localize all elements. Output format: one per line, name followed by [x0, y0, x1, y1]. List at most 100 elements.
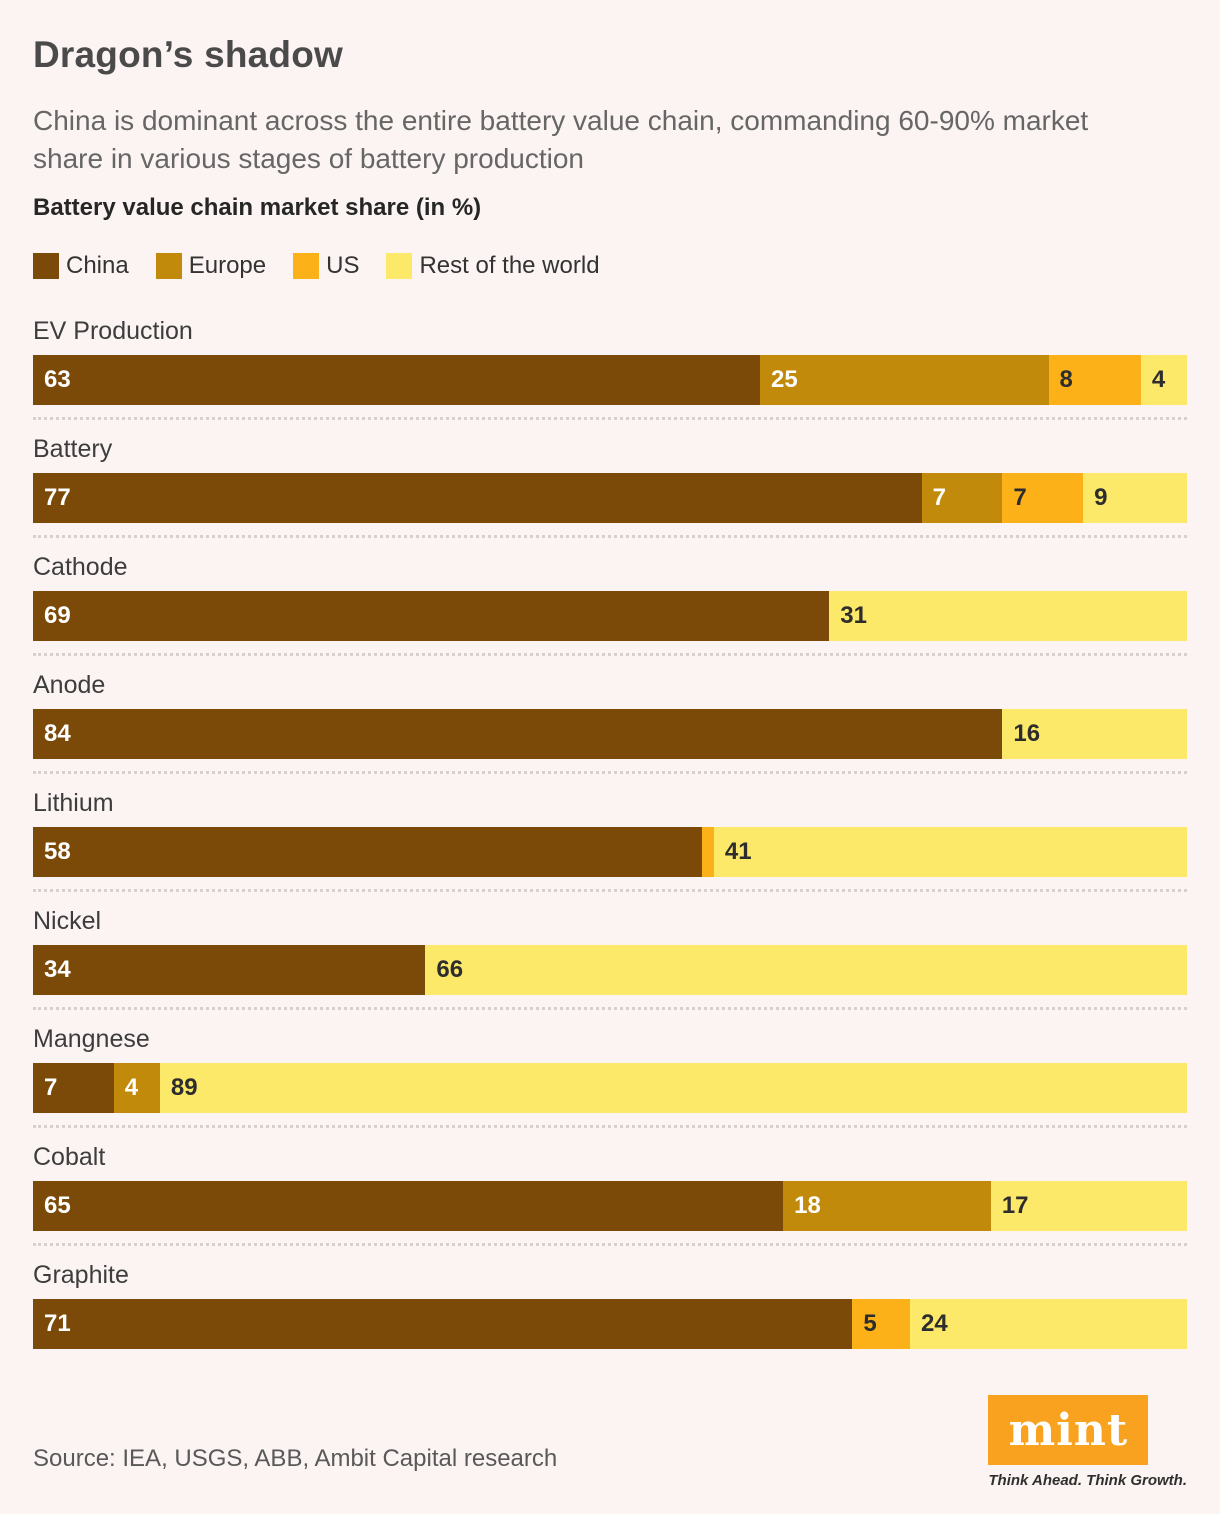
- chart-row-battery: Battery 77 7 7 9: [33, 434, 1187, 539]
- bar-segment-rest-of-the-world: 4: [1140, 355, 1187, 406]
- row-label: Cathode: [33, 553, 128, 582]
- bar-segment-rest-of-the-world: 16: [1002, 709, 1187, 760]
- bar-segment-china: 34: [33, 945, 426, 996]
- bar-segment-europe: 7: [921, 473, 1003, 524]
- bar-segment-china: 69: [33, 591, 830, 642]
- bar-segment-rest-of-the-world: 41: [713, 827, 1187, 878]
- stacked-bar: 77 7 7 9: [33, 473, 1187, 524]
- china-swatch-icon: [33, 253, 59, 280]
- bar-value-label: 66: [436, 956, 464, 984]
- stacked-bar: 7 4 89: [33, 1063, 1187, 1114]
- bar-value-label: 34: [44, 956, 71, 984]
- stacked-bar: 84 16: [33, 709, 1187, 760]
- bar-segment-china: 65: [33, 1181, 784, 1232]
- bar-value-label: 17: [1001, 1192, 1029, 1220]
- chart-row-ev-production: EV Production 63 25 8 4: [33, 316, 1187, 421]
- chart-row-nickel: Nickel 34 66: [33, 906, 1187, 1011]
- legend-label: Rest of the world: [419, 252, 600, 280]
- bar-segment-us: 5: [852, 1299, 911, 1350]
- bar-chart: EV Production 63 25 8 4 Battery 77 7 7 9 Cathode 69…: [33, 316, 1187, 1361]
- bar-segment-us: [702, 827, 714, 878]
- subtitle: China is dominant across the entire batt…: [33, 102, 1187, 178]
- row-label: EV Production: [33, 317, 193, 346]
- bar-value-label: 9: [1094, 484, 1108, 512]
- bar-value-label: 4: [124, 1074, 139, 1102]
- legend-label: Europe: [188, 252, 267, 280]
- chart-row-mangnese: Mangnese 7 4 89: [33, 1024, 1187, 1129]
- bar-segment-china: 63: [33, 355, 761, 406]
- bar-value-label: 18: [794, 1192, 821, 1220]
- bar-value-label: 84: [44, 720, 71, 748]
- bar-value-label: 16: [1013, 720, 1041, 748]
- bar-value-label: 69: [44, 602, 71, 630]
- stacked-bar: 63 25 8 4: [33, 355, 1187, 406]
- subtitle-line-1: China is dominant across the entire batt…: [33, 105, 1089, 136]
- mint-logo: mint Think Ahead. Think Growth.: [988, 1395, 1187, 1489]
- bar-value-label: 5: [863, 1310, 877, 1338]
- chart-row-anode: Anode 84 16: [33, 670, 1187, 775]
- bar-value-label: 4: [1151, 366, 1166, 394]
- bar-segment-europe: 4: [113, 1063, 160, 1114]
- bar-segment-rest-of-the-world: 24: [910, 1299, 1187, 1350]
- bar-segment-europe: 18: [783, 1181, 991, 1232]
- stacked-bar: 65 18 17: [33, 1181, 1187, 1232]
- bar-value-label: 89: [170, 1074, 198, 1102]
- stacked-bar: 69 31: [33, 591, 1187, 642]
- mint-logo-box: mint: [988, 1395, 1149, 1466]
- legend-item-us: US: [293, 252, 359, 280]
- bar-value-label: 77: [44, 484, 71, 512]
- mint-logo-text: mint: [1008, 1404, 1129, 1456]
- bar-segment-china: 84: [33, 709, 1003, 760]
- row-label: Graphite: [33, 1261, 129, 1290]
- bar-value-label: 8: [1059, 366, 1073, 394]
- bar-segment-rest-of-the-world: 66: [425, 945, 1187, 996]
- bar-segment-rest-of-the-world: 9: [1083, 473, 1187, 524]
- rest-of-the-world-swatch-icon: [386, 253, 413, 280]
- bar-segment-us: 8: [1048, 355, 1141, 406]
- row-label: Nickel: [33, 907, 102, 936]
- bar-segment-europe: 25: [760, 355, 1049, 406]
- bar-segment-rest-of-the-world: 89: [159, 1063, 1187, 1114]
- chart-row-cathode: Cathode 69 31: [33, 552, 1187, 657]
- legend: China Europe US Rest of the world: [33, 252, 1187, 280]
- page-title: Dragon’s shadow: [33, 34, 344, 75]
- europe-swatch-icon: [155, 253, 182, 280]
- bar-segment-china: 7: [33, 1063, 114, 1114]
- bar-value-label: 58: [44, 838, 71, 866]
- bar-value-label: 7: [44, 1074, 58, 1102]
- stacked-bar: 71 5 24: [33, 1299, 1187, 1350]
- chart-row-lithium: Lithium 58 41: [33, 788, 1187, 893]
- legend-item-china: China: [33, 252, 129, 280]
- bar-value-label: 71: [44, 1310, 71, 1338]
- row-label: Mangnese: [33, 1025, 150, 1054]
- bar-value-label: 31: [840, 602, 867, 630]
- mint-tagline: Think Ahead. Think Growth.: [988, 1472, 1187, 1490]
- bar-value-label: 65: [44, 1192, 71, 1220]
- footer: Source: IEA, USGS, ABB, Ambit Capital re…: [33, 1395, 1187, 1489]
- us-swatch-icon: [293, 253, 320, 280]
- bar-value-label: 41: [724, 838, 752, 866]
- chart-row-cobalt: Cobalt 65 18 17: [33, 1142, 1187, 1247]
- row-label: Battery: [33, 435, 113, 464]
- bar-segment-china: 77: [33, 473, 922, 524]
- stacked-bar: 34 66: [33, 945, 1187, 996]
- legend-item-europe: Europe: [155, 252, 267, 280]
- bar-segment-rest-of-the-world: 17: [990, 1181, 1187, 1232]
- bar-segment-rest-of-the-world: 31: [829, 591, 1187, 642]
- bar-segment-china: 71: [33, 1299, 853, 1350]
- bar-value-label: 7: [932, 484, 946, 512]
- bar-value-label: 7: [1013, 484, 1027, 512]
- legend-label: US: [326, 252, 360, 280]
- bar-segment-us: 7: [1002, 473, 1084, 524]
- row-label: Lithium: [33, 789, 114, 818]
- stacked-bar: 58 41: [33, 827, 1187, 878]
- chart-row-graphite: Graphite 71 5 24: [33, 1260, 1187, 1361]
- bar-value-label: 25: [771, 366, 798, 394]
- row-label: Anode: [33, 671, 106, 700]
- bar-segment-china: 58: [33, 827, 703, 878]
- legend-item-rest-of-the-world: Rest of the world: [386, 252, 600, 280]
- bar-value-label: 63: [44, 366, 71, 394]
- legend-label: China: [66, 252, 129, 280]
- subtitle-line-2: share in various stages of battery produ…: [33, 143, 584, 175]
